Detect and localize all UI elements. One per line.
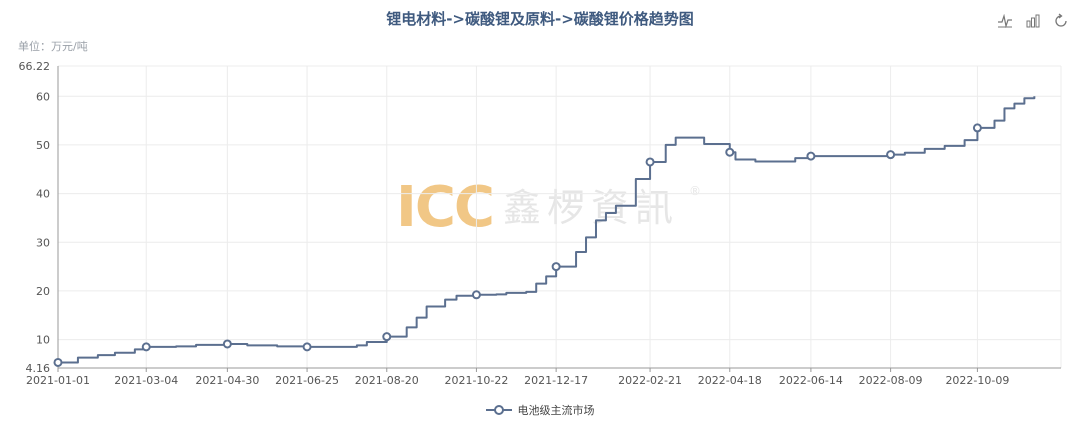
legend-swatch[interactable]: [485, 404, 512, 416]
data-point: [141, 342, 151, 352]
x-tick-label: 2021-04-30: [195, 374, 259, 387]
y-tick-label: 66.22: [19, 60, 51, 73]
y-tick-label: 4.16: [26, 362, 51, 375]
data-point: [302, 342, 312, 352]
data-point: [382, 332, 392, 342]
x-tick-label: 2022-02-21: [618, 374, 682, 387]
y-tick-label: 10: [36, 334, 50, 347]
data-point: [645, 157, 655, 167]
data-point: [886, 150, 896, 160]
x-tick-label: 2022-08-09: [859, 374, 923, 387]
bar-chart-icon[interactable]: [1024, 12, 1042, 30]
x-tick-label: 2022-10-09: [945, 374, 1009, 387]
y-tick-label: 30: [36, 236, 50, 249]
x-tick-label: 2021-08-20: [355, 374, 419, 387]
legend[interactable]: 电池级主流市场: [0, 402, 1080, 418]
unit-label: 单位：万元/吨: [18, 40, 88, 53]
restore-icon[interactable]: [1052, 12, 1070, 30]
y-tick-label: 40: [36, 188, 50, 201]
data-point: [806, 151, 816, 161]
data-point: [53, 357, 63, 367]
legend-label[interactable]: 电池级主流市场: [517, 404, 595, 417]
chart-title: 锂电材料->碳酸锂及原料->碳酸锂价格趋势图: [386, 10, 694, 28]
chart-toolbox: [996, 12, 1070, 30]
x-tick-label: 2021-06-25: [275, 374, 339, 387]
line-chart-icon[interactable]: [996, 12, 1014, 30]
x-tick-label: 2022-06-14: [779, 374, 843, 387]
x-tick-label: 2021-10-22: [444, 374, 508, 387]
data-point: [471, 290, 481, 300]
data-point: [222, 339, 232, 349]
x-tick-label: 2021-01-01: [26, 374, 90, 387]
data-point: [972, 123, 982, 133]
y-tick-label: 50: [36, 139, 50, 152]
data-point: [551, 262, 561, 272]
series-line: [58, 96, 1036, 364]
y-tick-label: 60: [36, 90, 50, 103]
x-tick-label: 2021-03-04: [114, 374, 178, 387]
x-tick-label: 2021-12-17: [524, 374, 588, 387]
y-tick-label: 20: [36, 285, 50, 298]
x-tick-label: 2022-04-18: [698, 374, 762, 387]
data-point: [725, 147, 735, 157]
